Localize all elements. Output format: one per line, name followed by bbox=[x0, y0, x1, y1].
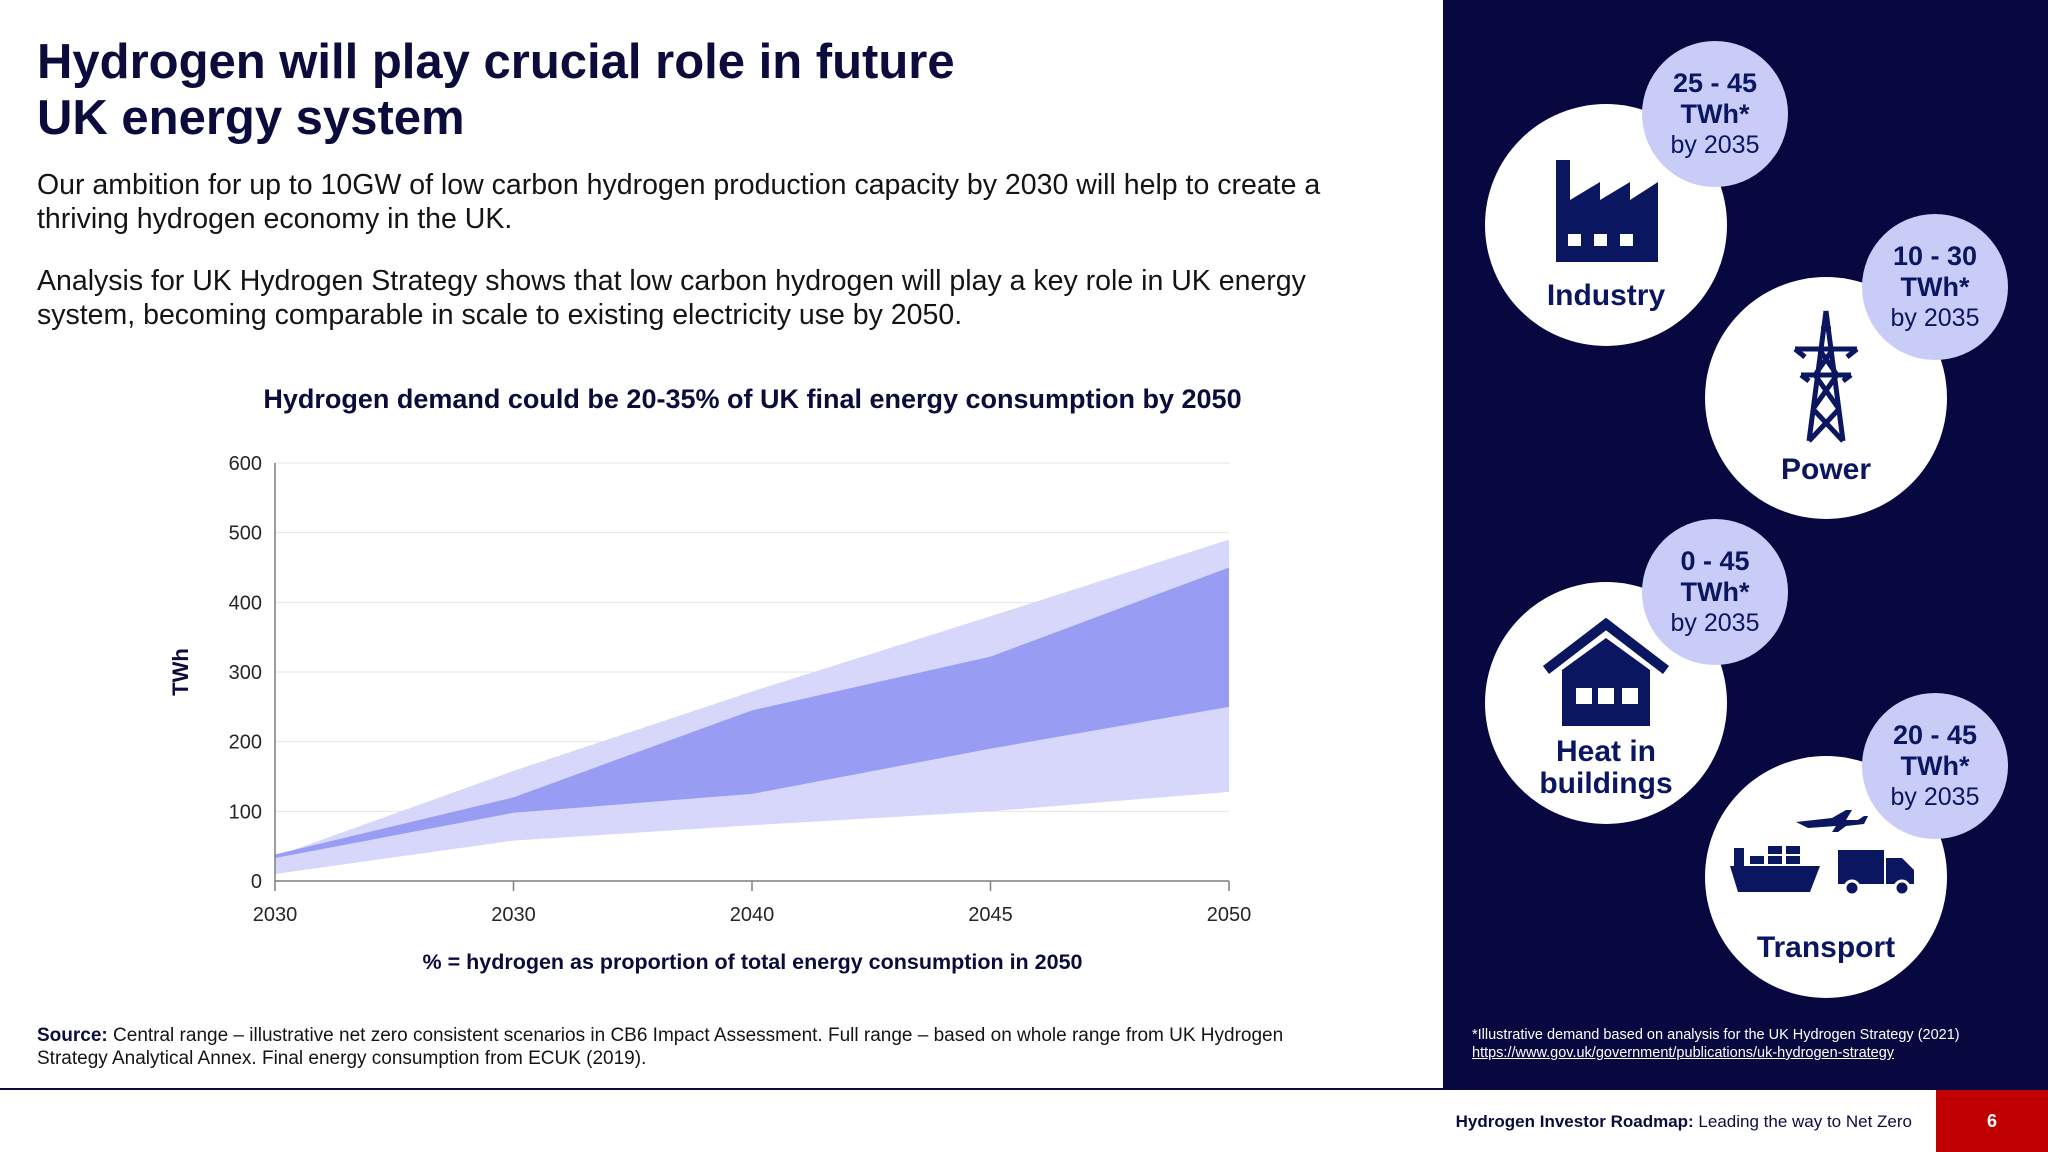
source-label: Source: bbox=[37, 1025, 108, 1046]
transport-badge: 20 - 45 TWh* by 2035 bbox=[1862, 693, 2008, 839]
x-tick-label: 2030 bbox=[253, 904, 298, 926]
industry-unit: TWh* bbox=[1680, 99, 1750, 129]
title-line-1: Hydrogen will play crucial role in futur… bbox=[37, 35, 955, 89]
strategy-link[interactable]: https://www.gov.uk/government/publicatio… bbox=[1472, 1045, 1895, 1061]
footer-title-rest: Leading the way to Net Zero bbox=[1693, 1112, 1912, 1131]
y-tick-label: 0 bbox=[251, 871, 262, 893]
y-tick-label: 200 bbox=[229, 732, 262, 754]
title-line-2: UK energy system bbox=[37, 91, 465, 145]
power-badge: 10 - 30 TWh* by 2035 bbox=[1862, 214, 2008, 360]
power-unit: TWh* bbox=[1900, 272, 1970, 302]
power-range: 10 - 30 bbox=[1892, 241, 1978, 271]
x-tick-label: 2050 bbox=[1207, 904, 1252, 926]
power-year: by 2035 bbox=[1890, 304, 1980, 332]
intro-paragraph-2: Analysis for UK Hydrogen Strategy shows … bbox=[37, 265, 1306, 331]
footer-title-bold: Hydrogen Investor Roadmap: bbox=[1455, 1112, 1694, 1131]
x-tick-label: 2040 bbox=[730, 904, 775, 926]
industry-badge: 25 - 45 TWh* by 2035 bbox=[1642, 41, 1788, 187]
source-text: Central range – illustrative net zero co… bbox=[37, 1025, 1284, 1069]
chart-x-label: % = hydrogen as proportion of total ener… bbox=[422, 950, 1083, 974]
intro-paragraph-1: Our ambition for up to 10GW of low carbo… bbox=[37, 169, 1321, 235]
transport-unit: TWh* bbox=[1900, 751, 1970, 781]
transport-label: Transport bbox=[1756, 931, 1896, 964]
sector-panel: Industry 25 - 45 TWh* by 2035 Power 10 -… bbox=[1443, 0, 2048, 1090]
y-tick-label: 300 bbox=[229, 662, 262, 684]
heat-label-line-2: buildings bbox=[1539, 767, 1673, 800]
y-tick-label: 500 bbox=[229, 523, 262, 545]
house-icon bbox=[1485, 618, 1727, 728]
industry-year: by 2035 bbox=[1670, 131, 1760, 159]
y-tick-label: 100 bbox=[229, 801, 262, 823]
industry-circle: Industry bbox=[1485, 104, 1727, 346]
footer-title: Hydrogen Investor Roadmap: Leading the w… bbox=[1456, 1112, 1912, 1132]
heat-label: Heat in buildings bbox=[1485, 736, 1727, 800]
transport-year: by 2035 bbox=[1890, 783, 1980, 811]
heat-badge: 0 - 45 TWh* by 2035 bbox=[1642, 519, 1788, 665]
footer-divider bbox=[0, 1088, 1936, 1090]
y-tick-label: 600 bbox=[229, 453, 262, 475]
x-tick-label: 2045 bbox=[968, 904, 1013, 926]
page-title: Hydrogen will play crucial role in futur… bbox=[37, 34, 955, 146]
y-tick-label: 400 bbox=[229, 592, 262, 614]
full-range-band bbox=[275, 539, 1229, 875]
x-tick-label: 2030 bbox=[491, 904, 536, 926]
demand-area-chart: 0 100 200 300 400 500 600 2030 2030 2040 2045 2050 T… bbox=[168, 453, 1252, 926]
page-number: 6 bbox=[1936, 1090, 2048, 1152]
transport-range: 20 - 45 bbox=[1892, 720, 1978, 750]
power-label: Power bbox=[1780, 453, 1872, 486]
footnote: *Illustrative demand based on analysis f… bbox=[1472, 1026, 2032, 1062]
source-note: Source: Central range – illustrative net… bbox=[37, 1024, 1357, 1070]
transport-icon bbox=[1705, 800, 1947, 900]
industry-range: 25 - 45 bbox=[1672, 68, 1758, 98]
footnote-text: *Illustrative demand based on analysis f… bbox=[1472, 1027, 1960, 1043]
chart-title: Hydrogen demand could be 20-35% of UK fi… bbox=[263, 384, 1242, 414]
main-content: Hydrogen will play crucial role in futur… bbox=[37, 34, 1357, 1070]
heat-label-line-1: Heat in bbox=[1555, 735, 1657, 768]
pylon-icon bbox=[1705, 309, 1947, 443]
heat-unit: TWh* bbox=[1680, 577, 1750, 607]
heat-year: by 2035 bbox=[1670, 609, 1760, 637]
factory-icon bbox=[1485, 158, 1727, 262]
y-axis-label: TWh bbox=[168, 648, 193, 696]
heat-range: 0 - 45 bbox=[1680, 546, 1750, 576]
industry-label: Industry bbox=[1546, 279, 1666, 312]
central-range-band bbox=[275, 567, 1229, 859]
